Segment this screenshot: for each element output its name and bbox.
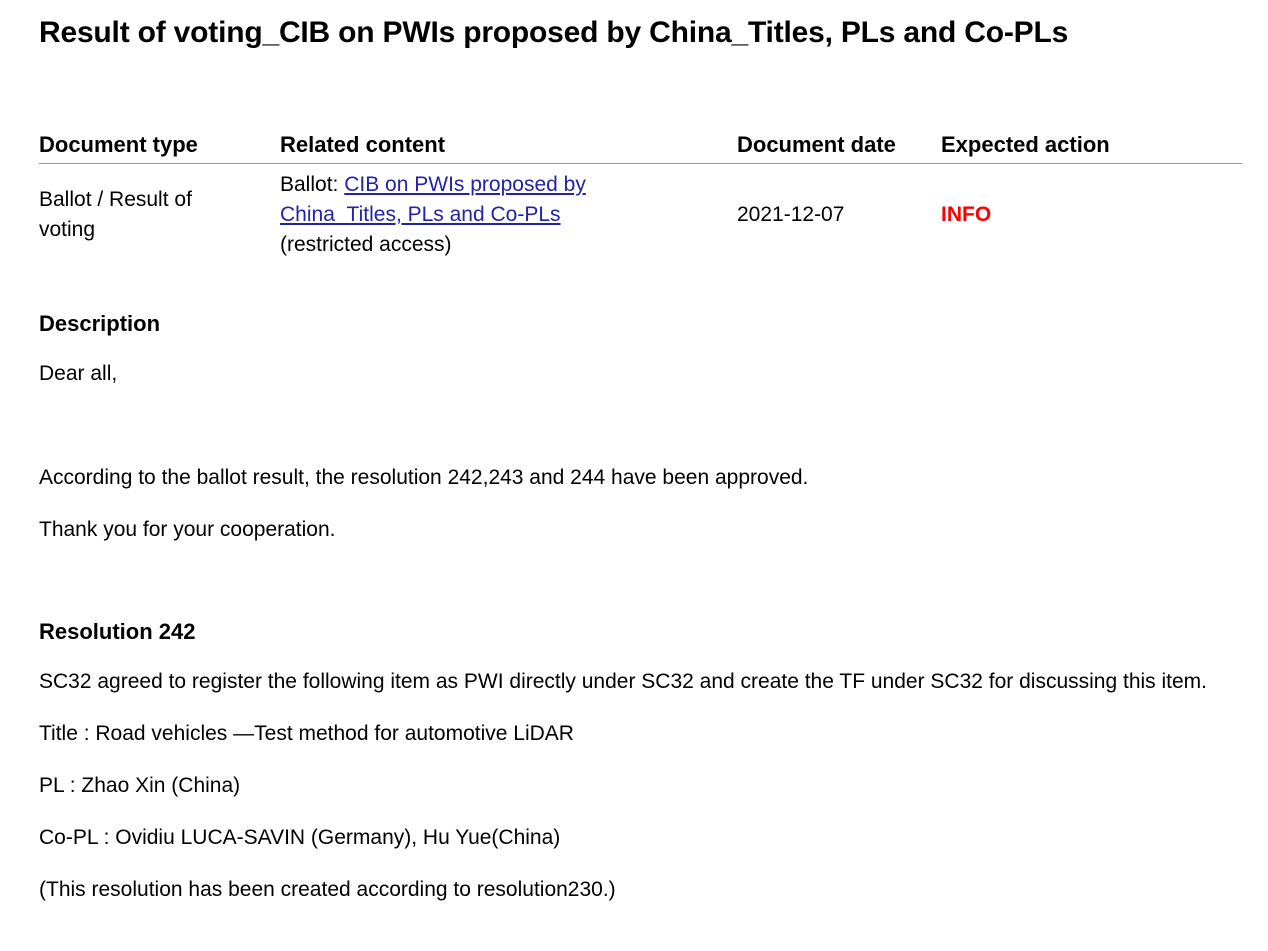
page-title: Result of voting_CIB on PWIs proposed by… bbox=[39, 16, 1069, 49]
ballot-prefix-label: Ballot: bbox=[280, 173, 339, 196]
document-date-cell: 2021-12-07 bbox=[737, 203, 845, 226]
ballot-link[interactable]: CIB on PWIs proposed by China_Titles, PL… bbox=[280, 173, 586, 226]
description-paragraph-thanks: Thank you for your cooperation. bbox=[39, 518, 336, 541]
column-header-expected-action: Expected action bbox=[941, 132, 1242, 164]
resolution-paragraph-co-pl: Co-PL : Ovidiu LUCA-SAVIN (Germany), Hu … bbox=[39, 826, 561, 849]
resolution-paragraph-agreement: SC32 agreed to register the following it… bbox=[39, 670, 1208, 693]
document-type-cell: Ballot / Result of voting bbox=[39, 188, 192, 241]
document-info-table: Document type Related content Document d… bbox=[39, 132, 1242, 260]
blank-line bbox=[39, 566, 1232, 598]
resolution-paragraph-note: (This resolution has been created accord… bbox=[39, 878, 616, 901]
blank-line bbox=[39, 410, 1232, 442]
resolution-paragraph-pl: PL : Zhao Xin (China) bbox=[39, 774, 241, 797]
column-header-related-content: Related content bbox=[280, 132, 737, 164]
restricted-access-note: (restricted access) bbox=[280, 233, 452, 256]
table-header-row: Document type Related content Document d… bbox=[39, 132, 1242, 164]
table-row: Ballot / Result of voting Ballot: CIB on… bbox=[39, 164, 1242, 261]
expected-action-badge: INFO bbox=[941, 203, 992, 226]
column-header-document-type: Document type bbox=[39, 132, 280, 164]
description-paragraph-salutation: Dear all, bbox=[39, 362, 118, 385]
description-paragraph-result: According to the ballot result, the reso… bbox=[39, 466, 809, 489]
related-content-cell: Ballot: CIB on PWIs proposed by China_Ti… bbox=[280, 170, 648, 260]
resolution-paragraph-title: Title : Road vehicles —Test method for a… bbox=[39, 722, 574, 745]
description-heading: Description bbox=[39, 311, 161, 336]
resolution-heading: Resolution 242 bbox=[39, 619, 196, 644]
column-header-document-date: Document date bbox=[737, 132, 941, 164]
